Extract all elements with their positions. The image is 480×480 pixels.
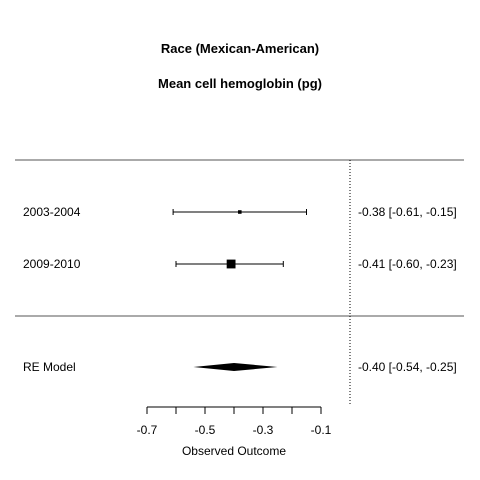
point-estimate	[226, 259, 236, 269]
study-label: 2003-2004	[23, 205, 81, 219]
chart-subtitle: Mean cell hemoglobin (pg)	[158, 76, 322, 91]
study-rows: 2003-2004 -0.38 [-0.61, -0.15] 2009-2010 -0…	[23, 205, 457, 271]
summary-diamond	[193, 363, 278, 371]
x-tick-label: -0.7	[137, 423, 158, 437]
x-axis: -0.7 -0.5 -0.3 -0.1	[137, 406, 332, 437]
x-tick-label: -0.1	[311, 423, 332, 437]
summary-estimate-text: -0.40 [-0.54, -0.25]	[358, 360, 457, 374]
x-tick-label: -0.3	[253, 423, 274, 437]
point-estimate	[238, 210, 242, 214]
study-estimate-text: -0.41 [-0.60, -0.23]	[358, 257, 457, 271]
study-label: 2009-2010	[23, 257, 81, 271]
x-axis-label: Observed Outcome	[182, 444, 286, 458]
study-estimate-text: -0.38 [-0.61, -0.15]	[358, 205, 457, 219]
chart-title: Race (Mexican-American)	[161, 41, 319, 56]
summary-label: RE Model	[23, 360, 76, 374]
x-tick-label: -0.5	[195, 423, 216, 437]
summary-row: RE Model -0.40 [-0.54, -0.25]	[23, 360, 457, 374]
